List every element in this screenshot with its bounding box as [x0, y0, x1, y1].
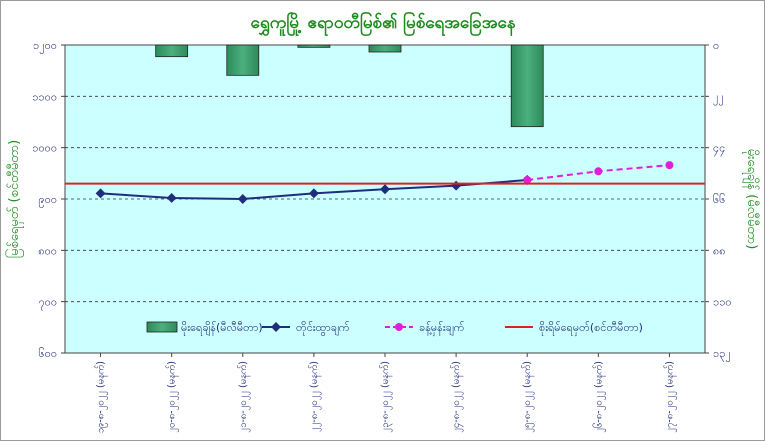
- observed-point: [308, 188, 319, 199]
- left-tick-label: ၈၀၀: [38, 244, 57, 257]
- right-tick-label: ၁၁၀: [713, 296, 732, 309]
- left-tick-label: ၁၁၀၀: [32, 90, 57, 103]
- x-tick-label: ၂၄-၈-၂၀၂၂ (မနက်): [451, 361, 463, 433]
- x-tick-label: ၂၂-၈-၂၀၂၂ (မနက်): [309, 361, 321, 432]
- right-tick-label: ၄၄: [713, 142, 725, 157]
- left-axis: ၆၀၀ ၇၀၀ ၈၀၀ ၉၀၀ ၁၀၀၀ ၁၁၀၀ ၁၂၀၀: [32, 39, 65, 360]
- left-tick-label: ၁၀၀၀: [32, 142, 57, 155]
- left-tick-label: ၁၂၀၀: [33, 39, 57, 54]
- rainfall-bar: [510, 44, 544, 128]
- legend-label: မိုးရေချိန်(မီလီမီတာ): [181, 321, 263, 336]
- observed-point: [95, 188, 106, 199]
- legend-label: ခန့်မှန်းချက်: [419, 321, 465, 336]
- x-tick-label: ၂၁-၈-၂၀၂၂ (မနက်): [238, 361, 250, 433]
- observed-point: [166, 193, 177, 203]
- x-tick-label: ၁၉-၈-၂၀၂၂ (မနက်): [96, 361, 108, 433]
- legend-label: တိုင်းထွာချက်: [296, 321, 350, 336]
- rainfall-bar: [297, 44, 331, 48]
- y-axis-right-label: မိုးရေချိန် (မီလီမီတာ): [742, 149, 760, 250]
- right-tick-label: ၈၈: [713, 244, 726, 257]
- legend-swatch-rainfall: [146, 321, 178, 333]
- right-tick-label: ၂၂: [713, 90, 724, 105]
- x-tick-label: ၂၀-၈-၂၀၂၂ (မနက်): [167, 361, 179, 433]
- series-lines: [65, 161, 705, 204]
- legend-marker-observed: [271, 322, 281, 332]
- rainfall-bars: [155, 44, 544, 128]
- chart-title: ရွှေကူမြို့ ဧရာဝတီမြစ်၏ မြစ်ရေအခြေအနေ: [250, 10, 515, 37]
- observed-point: [380, 184, 390, 195]
- left-tick-label: ၉၀၀: [38, 193, 57, 208]
- right-tick-label: ၀: [713, 39, 719, 52]
- rainfall-bar: [155, 44, 189, 58]
- x-axis: ၁၉-၈-၂၀၂၂ (မနက်) ၂၀-၈-၂၀၂၂ (မနက်) ၂၁-၈-၂၀၂…: [96, 353, 676, 433]
- x-tick-label: ၂၃-၈-၂၀၂၂ (မနက်): [380, 361, 392, 433]
- legend-marker-forecast: [395, 323, 403, 331]
- forecast-point: [665, 161, 674, 170]
- forecast-point: [594, 167, 603, 176]
- legend: မိုးရေချိန်(မီလီမီတာ) တိုင်းထွာချက် ခန့်မှ…: [146, 321, 643, 336]
- right-tick-label: ၁၃၂: [713, 347, 731, 362]
- rainfall-bar: [368, 44, 402, 53]
- y-axis-left-label: မြစ်ရေမှတ် (စင်တီမီတာ): [5, 140, 24, 258]
- x-tick-label: ၂၇-၈-၂၀၂၂ (မနက်): [664, 361, 676, 433]
- legend-label: စိုးရိမ်ရေမှတ်(စင်တီမီတာ): [539, 321, 643, 336]
- observed-point: [237, 194, 248, 204]
- left-tick-label: ၆၀၀: [38, 347, 57, 360]
- x-tick-label: ၂၆-၈-၂၀၂၂ (မနက်): [593, 361, 605, 433]
- right-axis: ၁၃၂ ၁၁၀ ၈၈ ၆၆ ၄၄ ၂၂ ၀: [705, 39, 732, 362]
- forecast-point: [523, 176, 532, 185]
- x-tick-label: ၂၅-၈-၂၀၂၂ (မနက်): [522, 361, 534, 433]
- rainfall-bar: [226, 44, 260, 76]
- right-tick-label: ၆၆: [713, 193, 725, 206]
- left-tick-label: ၇၀၀: [38, 296, 57, 311]
- gridlines: [65, 95, 705, 303]
